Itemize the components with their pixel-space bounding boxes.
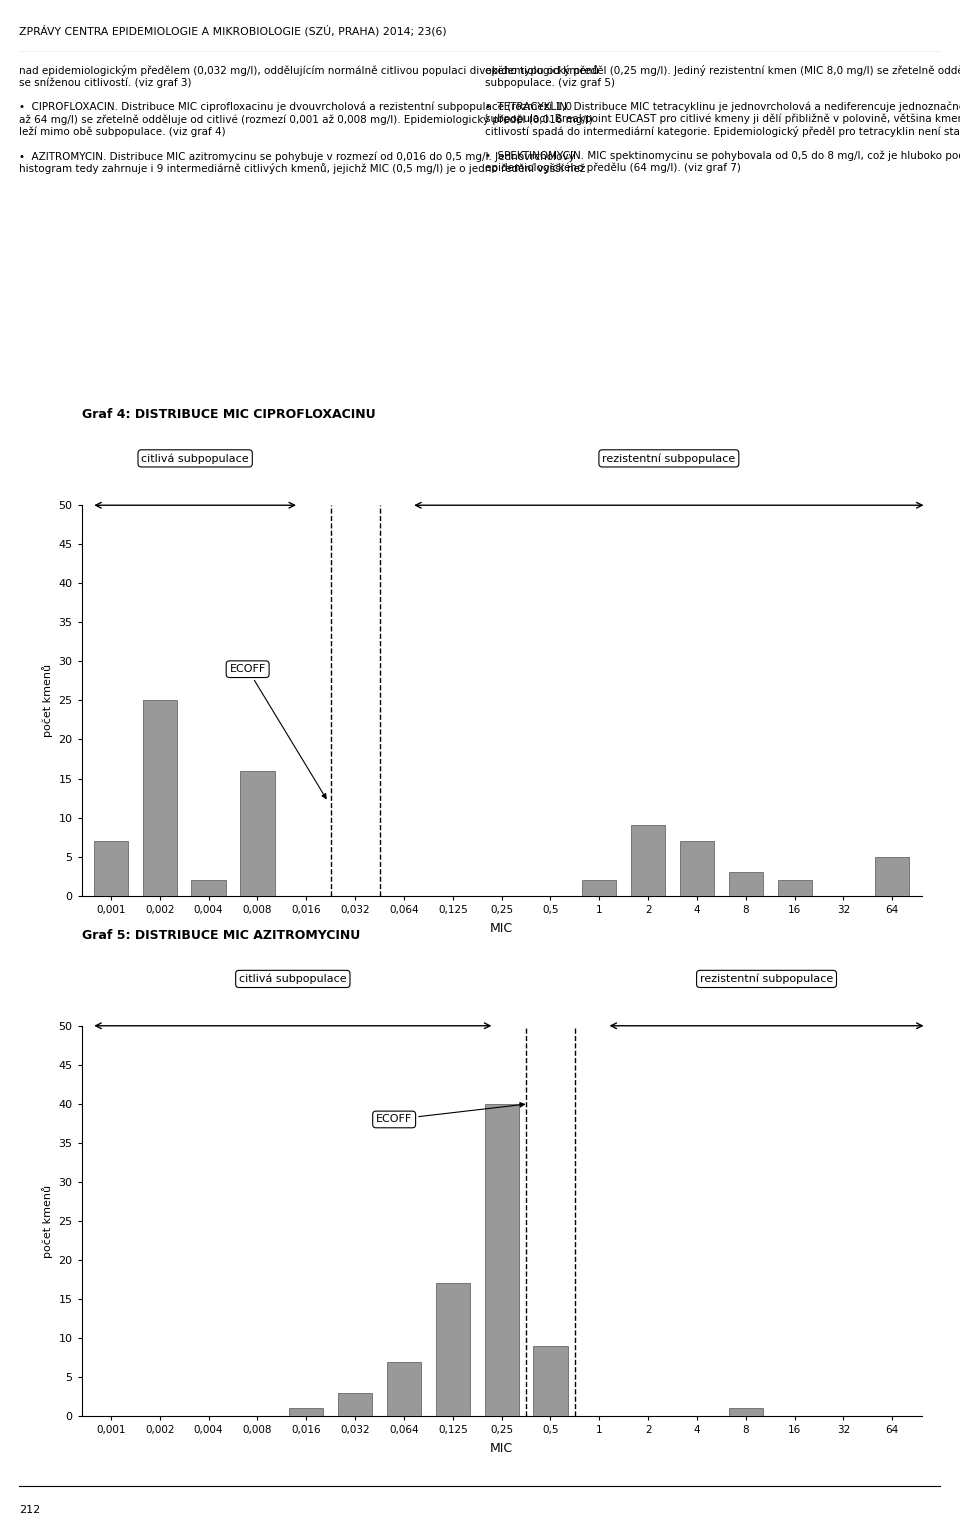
Bar xyxy=(387,1361,421,1416)
Text: ZPRÁVY CENTRA EPIDEMIOLOGIE A MIKROBIOLOGIE (SZÚ, PRAHA) 2014; 23(6): ZPRÁVY CENTRA EPIDEMIOLOGIE A MIKROBIOLO… xyxy=(19,24,446,37)
Bar xyxy=(582,880,616,896)
Text: ECOFF: ECOFF xyxy=(376,1102,524,1124)
Bar xyxy=(240,770,275,896)
Y-axis label: počet kmenů: počet kmenů xyxy=(42,664,53,736)
Bar xyxy=(191,880,226,896)
Text: 212: 212 xyxy=(19,1505,40,1516)
Text: citlivá subpopulace: citlivá subpopulace xyxy=(141,453,249,464)
Text: rezistentní subpopulace: rezistentní subpopulace xyxy=(700,974,833,984)
Bar xyxy=(876,857,909,896)
Bar xyxy=(485,1104,518,1416)
Bar xyxy=(338,1393,372,1416)
Bar xyxy=(143,701,177,896)
Bar xyxy=(729,873,763,896)
Bar xyxy=(534,1346,567,1416)
X-axis label: MIC: MIC xyxy=(490,922,514,934)
Text: Graf 4: DISTRIBUCE MIC CIPROFLOXACINU: Graf 4: DISTRIBUCE MIC CIPROFLOXACINU xyxy=(82,409,375,421)
Text: nad epidemiologickým předělem (0,032 mg/l), oddělujícím normálně citlivou popula: nad epidemiologickým předělem (0,032 mg/… xyxy=(19,66,599,175)
Bar xyxy=(289,1409,324,1416)
Text: Graf 5: DISTRIBUCE MIC AZITROMYCINU: Graf 5: DISTRIBUCE MIC AZITROMYCINU xyxy=(82,929,360,942)
Text: citlivá subpopulace: citlivá subpopulace xyxy=(239,974,347,984)
Text: ECOFF: ECOFF xyxy=(229,664,326,799)
Bar xyxy=(729,1409,763,1416)
Text: epidemiologický předěl (0,25 mg/l). Jediný rezistentní kmen (MIC 8,0 mg/l) se zř: epidemiologický předěl (0,25 mg/l). Jedi… xyxy=(485,66,960,173)
Bar xyxy=(631,825,665,896)
Bar xyxy=(94,841,128,896)
Bar xyxy=(778,880,812,896)
Bar xyxy=(680,841,714,896)
Bar xyxy=(436,1283,469,1416)
Y-axis label: počet kmenů: počet kmenů xyxy=(42,1185,53,1257)
X-axis label: MIC: MIC xyxy=(490,1442,514,1454)
Text: rezistentní subpopulace: rezistentní subpopulace xyxy=(602,453,735,464)
